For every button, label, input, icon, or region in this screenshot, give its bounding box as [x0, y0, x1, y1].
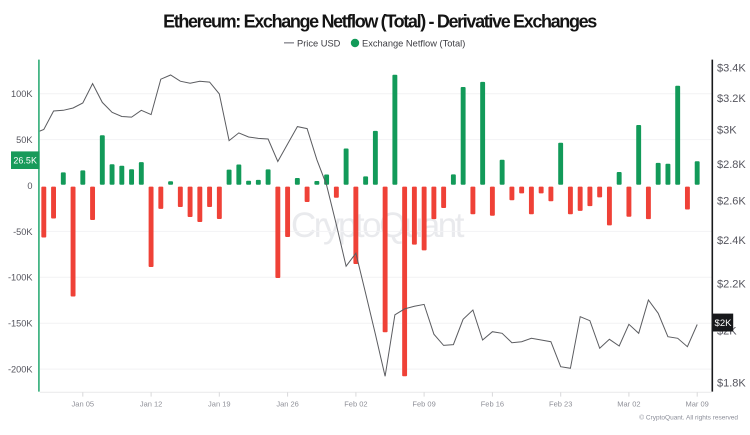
svg-text:Feb 23: Feb 23 — [549, 400, 572, 409]
svg-text:$2.4K: $2.4K — [717, 235, 746, 247]
svg-text:CryptoQuant: CryptoQuant — [291, 206, 465, 245]
svg-text:Jan 12: Jan 12 — [140, 400, 163, 409]
svg-text:$3.2K: $3.2K — [717, 93, 746, 105]
svg-text:© CryptoQuant. All rights rese: © CryptoQuant. All rights reserved — [639, 414, 738, 422]
svg-text:Jan 19: Jan 19 — [208, 400, 231, 409]
svg-text:0: 0 — [27, 181, 32, 191]
svg-text:$1.8K: $1.8K — [717, 378, 746, 390]
svg-text:Mar 02: Mar 02 — [617, 400, 640, 409]
svg-text:$2K: $2K — [715, 318, 733, 329]
svg-text:Feb 02: Feb 02 — [344, 400, 367, 409]
svg-text:50K: 50K — [16, 135, 33, 145]
svg-text:-50K: -50K — [13, 227, 33, 237]
svg-text:Ethereum: Exchange Netflow (To: Ethereum: Exchange Netflow (Total) - Der… — [163, 12, 597, 32]
svg-text:Jan 05: Jan 05 — [72, 400, 95, 409]
svg-text:$2.6K: $2.6K — [717, 196, 746, 208]
svg-text:Mar 09: Mar 09 — [686, 400, 709, 409]
svg-text:26.5K: 26.5K — [13, 155, 37, 165]
svg-text:Price USD: Price USD — [297, 38, 341, 48]
svg-text:$3K: $3K — [717, 125, 737, 137]
svg-text:Feb 09: Feb 09 — [412, 400, 435, 409]
svg-text:-200K: -200K — [8, 365, 33, 375]
svg-text:100K: 100K — [11, 89, 33, 99]
svg-text:$2.2K: $2.2K — [717, 278, 746, 290]
svg-text:-150K: -150K — [8, 319, 33, 329]
svg-text:$3.4K: $3.4K — [717, 63, 746, 75]
svg-text:$2.8K: $2.8K — [717, 159, 746, 171]
svg-text:Exchange Netflow (Total): Exchange Netflow (Total) — [362, 38, 465, 48]
svg-text:Jan 26: Jan 26 — [276, 400, 299, 409]
svg-text:Feb 16: Feb 16 — [481, 400, 504, 409]
svg-text:-100K: -100K — [8, 273, 33, 283]
